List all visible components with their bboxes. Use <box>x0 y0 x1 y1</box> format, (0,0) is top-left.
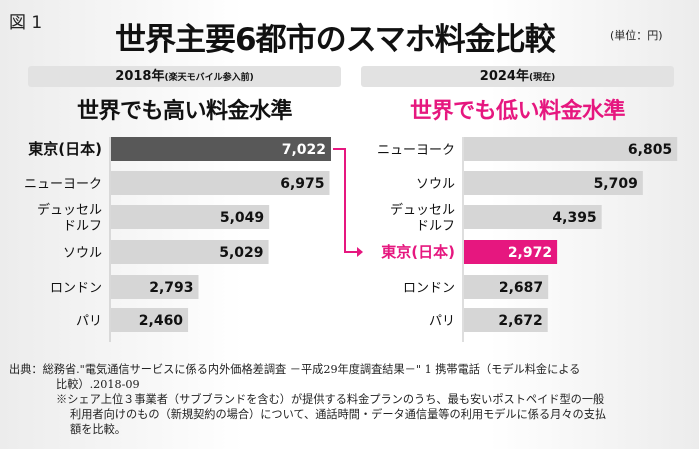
bar-value-label: 6,975 <box>280 176 324 192</box>
bar <box>464 308 548 332</box>
headline-2018: 世界でも高い料金水準 <box>76 99 293 124</box>
category-label: ニューヨーク <box>24 177 102 192</box>
category-label: 東京(日本) <box>381 243 455 261</box>
bar <box>464 171 643 195</box>
bar-value-label: 7,022 <box>282 142 326 158</box>
category-label: 東京(日本) <box>28 140 102 158</box>
bar <box>111 240 269 264</box>
bar <box>111 171 330 195</box>
bar-value-label: 5,049 <box>220 210 264 226</box>
bar-value-label: 5,029 <box>219 245 263 261</box>
figure-label: 図 1 <box>9 13 43 33</box>
chart-title: 世界主要6都市のスマホ料金比較 <box>115 22 556 58</box>
category-label: パリ <box>76 314 102 329</box>
source-line: 出典：総務省."電気通信サービスに係る内外価格差調査 －平成29年度調査結果－"… <box>9 363 581 376</box>
bar-value-label: 6,805 <box>628 142 672 158</box>
bar-value-label: 2,460 <box>139 313 184 329</box>
headline-2024: 世界でも低い料金水準 <box>409 99 626 124</box>
bar <box>464 205 602 229</box>
bar <box>111 137 331 161</box>
year-label: 2018年 <box>115 69 165 84</box>
panel-header-2018: 2018年(楽天モバイル参入前) <box>28 66 341 87</box>
source-line: 比較）.2018-09 <box>56 378 140 391</box>
category-label: デュッセル <box>37 202 102 218</box>
bar <box>464 137 678 161</box>
bar-value-label: 2,793 <box>149 280 193 296</box>
category-label: ドルフ <box>416 219 455 234</box>
category-label: デュッセル <box>390 202 455 218</box>
footnote-line: 利用者向けのもの（新規契約の場合）について、通話時間・データ通信量等の利用モデル… <box>70 408 607 421</box>
bar <box>464 240 558 264</box>
arrow-head-icon <box>357 247 363 257</box>
category-label: ドルフ <box>63 219 102 234</box>
bar <box>111 308 189 332</box>
year-note: (楽天モバイル参入前) <box>164 73 254 83</box>
source-note: 出典：総務省."電気通信サービスに係る内外価格差調査 －平成29年度調査結果－"… <box>9 362 693 437</box>
footnote-line: ※シェア上位３事業者（サブブランドを含む）が提供する料金プランのうち、最も安いポ… <box>56 393 605 406</box>
unit-label: (単位：円) <box>610 29 663 42</box>
bar <box>464 275 549 299</box>
bar-value-label: 2,972 <box>508 245 552 261</box>
category-label: ニューヨーク <box>377 143 455 158</box>
year-label: 2024年 <box>479 69 529 84</box>
footnote-line: 額を比較。 <box>70 423 126 436</box>
bar-value-label: 4,395 <box>552 210 596 226</box>
bar <box>111 205 270 229</box>
panel-header-2024: 2024年(現在) <box>361 66 674 87</box>
category-label: ソウル <box>63 246 102 261</box>
bar-value-label: 5,709 <box>594 176 638 192</box>
category-label: ソウル <box>416 177 455 192</box>
bar-value-label: 2,672 <box>498 313 542 329</box>
category-label: パリ <box>429 314 455 329</box>
bar <box>111 275 199 299</box>
category-label: ロンドン <box>50 281 102 296</box>
connector-line <box>333 148 358 253</box>
category-label: ロンドン <box>403 281 455 296</box>
bar-value-label: 2,687 <box>499 280 543 296</box>
year-note: (現在) <box>528 73 556 83</box>
